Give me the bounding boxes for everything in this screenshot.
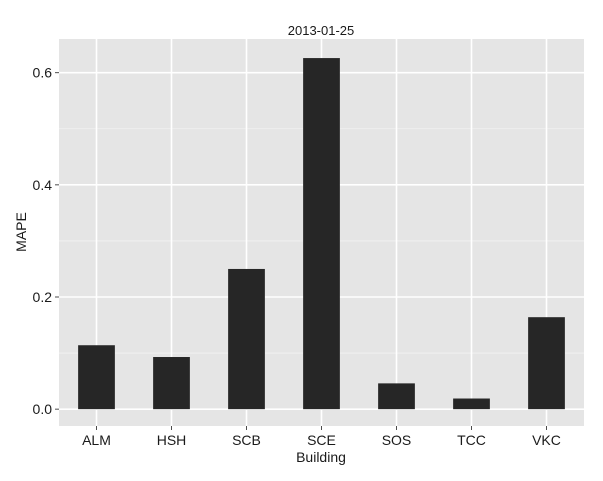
x-tick-label: HSH	[157, 432, 187, 448]
bar-sce	[303, 58, 340, 410]
y-tick-label: 0.0	[33, 401, 53, 417]
y-tick-label: 0.6	[33, 65, 53, 81]
bars	[78, 58, 565, 410]
chart-title: 2013-01-25	[288, 23, 355, 38]
x-tick-label: VKC	[532, 432, 561, 448]
x-tick-label: TCC	[457, 432, 486, 448]
x-tick-label: SCE	[307, 432, 336, 448]
bar-scb	[228, 268, 265, 410]
bar-hsh	[153, 357, 190, 410]
x-axis-label: Building	[296, 449, 346, 465]
bar-sos	[378, 383, 415, 410]
bar-alm	[78, 345, 115, 410]
bar-vkc	[528, 317, 565, 410]
y-axis-label: MAPE	[13, 212, 29, 252]
x-tick-label: ALM	[82, 432, 111, 448]
y-tick-label: 0.2	[33, 289, 53, 305]
y-axis-ticks: 0.0 0.2 0.4 0.6	[33, 65, 59, 417]
x-tick-label: SCB	[232, 432, 261, 448]
y-tick-label: 0.4	[33, 177, 53, 193]
x-axis-ticks: ALM HSH SCB SCE SOS TCC VKC	[82, 426, 561, 448]
bar-tcc	[453, 398, 490, 410]
x-tick-label: SOS	[382, 432, 412, 448]
